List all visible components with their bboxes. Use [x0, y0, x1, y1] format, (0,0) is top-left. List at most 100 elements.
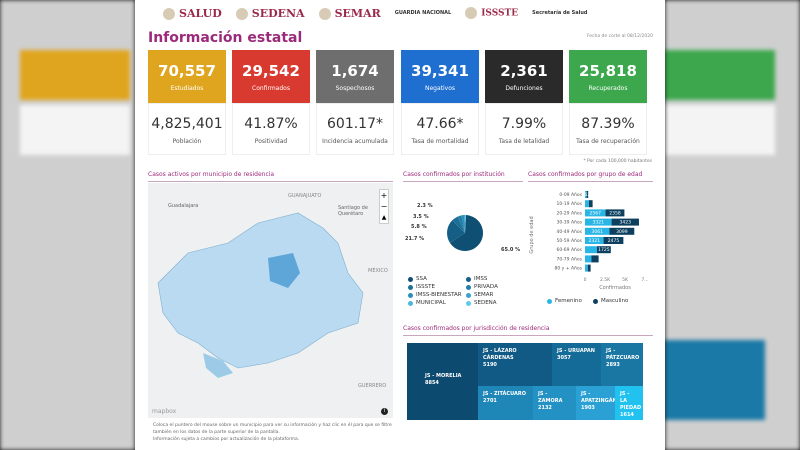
kpi-card-recuperados: 25,818 Recuperados 87.39% Tasa de recuperac… [569, 50, 647, 155]
pie-slice-semar[interactable] [463, 215, 466, 233]
pie-legend-item[interactable]: SSA [408, 276, 427, 282]
bar-masculino[interactable] [611, 218, 639, 226]
pie-legend-item[interactable]: PRIVADA [466, 284, 498, 290]
treemap-label: JS - ZAMORA [538, 391, 563, 404]
pie-slice-imss-bienestar[interactable] [461, 215, 465, 233]
y-tick-label: 80 y + Años [555, 266, 583, 272]
treemap-value: 1903 [581, 405, 595, 411]
kpi-bottom: 4,825,401 Población [148, 103, 226, 155]
pie-slice-ssa[interactable] [449, 215, 483, 251]
kpi-label: Recuperados [588, 85, 628, 92]
info-icon[interactable]: i [381, 408, 388, 415]
bar-femenino[interactable] [585, 255, 592, 263]
bar-data-label: 3099 [616, 229, 628, 235]
pie-data-label: 65.0 % [501, 247, 520, 253]
pie-legend-item[interactable]: MUNICIPAL [408, 300, 446, 306]
kpi-value: 29,542 [242, 62, 300, 80]
y-tick-label: 20-29 Años [556, 210, 582, 216]
map-title: Casos activos por municipio de residenci… [148, 171, 393, 182]
treemap-cell[interactable]: JS - PÁTZCUARO 2893 [601, 343, 643, 386]
treemap-title: Casos confirmados por jurisdicción de re… [403, 325, 653, 336]
treemap-cell[interactable]: JS - MORELIA 8854 [407, 343, 478, 420]
map-label-mexico: MÉXICO [368, 268, 388, 274]
treemap-cell[interactable]: JS - URUAPAN 3057 [552, 343, 601, 386]
municipality-map[interactable]: Guadalajara GUANAJUATO Santiago de Queré… [148, 183, 393, 418]
kpi-label: Sospechosos [335, 85, 375, 92]
kpi-value: 2,361 [500, 62, 548, 80]
cutoff-date: Fecha de corte al 08/12/2020 [586, 34, 653, 39]
bar-masculino[interactable] [603, 237, 624, 244]
kpi-label: Confirmados [252, 85, 290, 92]
y-tick-label: 30-39 Años [556, 220, 582, 226]
pie-slice-imss[interactable] [447, 220, 465, 243]
treemap-cell[interactable]: JS - ZITÁCUARO 2701 [478, 386, 533, 420]
bar-femenino[interactable] [585, 227, 610, 235]
y-tick-label: 60-69 Años [556, 247, 582, 253]
kpi-value: 70,557 [158, 62, 216, 80]
bar-masculino[interactable] [589, 200, 593, 208]
bar-masculino[interactable] [605, 209, 625, 217]
bar-femenino[interactable] [585, 200, 589, 208]
treemap-label: JS - LÁZARO CÁRDENAS [483, 348, 517, 361]
pie-legend-item[interactable]: SEDENA [466, 300, 497, 306]
bar-masculino[interactable] [587, 264, 591, 272]
legend-label: IMSS-BIENESTAR [416, 292, 462, 298]
footnote-per-100k: * Por cada 100,000 habitantes [583, 159, 652, 164]
dashboard-panel: SALUD SEDENA SEMAR GUARDIA NACIONAL ISSS… [135, 0, 665, 450]
kpi-secondary-label: Positividad [254, 138, 288, 145]
kpi-bottom: 47.66* Tasa de mortalidad [401, 103, 479, 155]
logo-salud: SALUD [163, 7, 222, 20]
pie-slice-municipal[interactable] [465, 215, 466, 233]
pie-slice-privada[interactable] [457, 215, 465, 233]
bar-data-label: 2475 [608, 238, 620, 244]
kpi-secondary-label: Incidencia acumulada [322, 138, 388, 145]
legend-swatch [466, 292, 471, 298]
bar-masculino[interactable] [609, 227, 635, 235]
bar-femenino[interactable] [585, 218, 612, 226]
legend-femenino: Femenino [547, 298, 582, 304]
y-axis-label: Grupo de edad [529, 216, 535, 253]
logo-semar: SEMAR [318, 7, 381, 20]
y-tick-label: 50-59 Años [556, 238, 582, 244]
legend-label: ISSSTE [416, 284, 435, 290]
kpi-secondary-label: Tasa de mortalidad [411, 138, 469, 145]
legend-swatch [408, 276, 413, 282]
pie-slice-sedena[interactable] [465, 215, 466, 233]
kpi-top: 70,557 Estudiados [148, 50, 226, 103]
compass-button[interactable]: ▲ [381, 214, 387, 221]
mapbox-logo[interactable]: mapbox [152, 408, 177, 415]
pie-legend-item[interactable]: IMSS [466, 276, 487, 282]
kpi-bottom: 87.39% Tasa de recuperación [569, 103, 647, 155]
bar-masculino[interactable] [586, 191, 589, 198]
footnote-2: Información sujeta a cambios por actuali… [153, 437, 300, 442]
kpi-value: 25,818 [579, 62, 637, 80]
bar-data-label: 2567 [590, 210, 602, 216]
pie-slice-issste[interactable] [452, 216, 465, 233]
pie-legend-item[interactable]: IMSS-BIENESTAR [408, 292, 462, 298]
treemap-cell[interactable]: JS - ZAMORA 2132 [533, 386, 576, 420]
bar-femenino[interactable] [585, 264, 588, 272]
treemap-value: 2893 [606, 362, 620, 368]
treemap-value: 2701 [483, 398, 497, 404]
map-label-guanajuato: GUANAJUATO [288, 193, 322, 199]
kpi-card-defunciones: 2,361 Defunciones 7.99% Tasa de letalidad [485, 50, 563, 155]
bar-data-label: 2321 [589, 238, 601, 244]
bar-masculino[interactable] [591, 255, 599, 263]
bar-femenino[interactable] [585, 246, 597, 254]
treemap-cell[interactable]: JS - LÁZARO CÁRDENAS 5190 [478, 343, 552, 386]
pie-legend-item[interactable]: SEMAR [466, 292, 493, 298]
zoom-in-button[interactable]: + [380, 191, 388, 200]
treemap-value: 8854 [425, 380, 439, 386]
pie-legend-item[interactable]: ISSSTE [408, 284, 435, 290]
kpi-secondary-value: 41.87% [244, 116, 298, 132]
kpi-card-estudiados: 70,557 Estudiados 4,825,401 Población [148, 50, 226, 155]
zoom-out-button[interactable]: − [380, 202, 388, 211]
bar-femenino[interactable] [585, 209, 606, 217]
treemap-cell[interactable]: JS - LA PIEDAD 1614 [615, 386, 643, 420]
bar-femenino[interactable] [585, 191, 587, 198]
treemap-cell[interactable]: JS - APATZINGÁN 1903 [576, 386, 617, 420]
pie-data-label: 2.3 % [417, 203, 433, 209]
x-axis-label: Confirmados [599, 285, 631, 291]
bar-masculino[interactable] [597, 246, 611, 254]
bar-femenino[interactable] [585, 237, 604, 244]
